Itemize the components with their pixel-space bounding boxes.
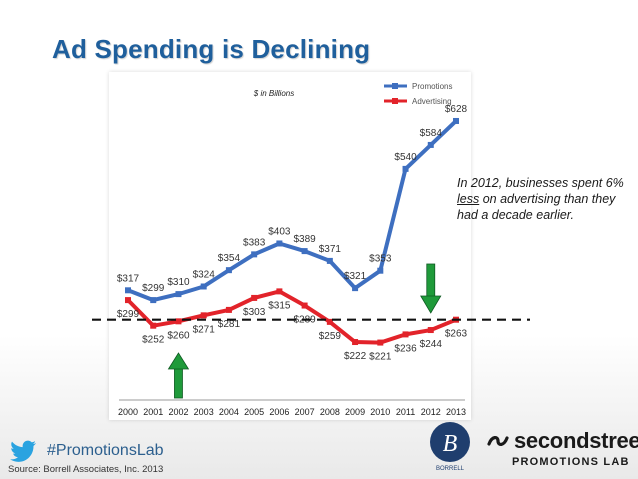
data-point-promotions (200, 283, 207, 290)
data-point-advertising (200, 312, 207, 319)
data-label-promotions: $317 (117, 273, 140, 284)
data-point-promotions (402, 165, 409, 172)
data-label-advertising: $281 (218, 319, 241, 330)
data-point-promotions (150, 297, 157, 304)
data-label-promotions: $389 (293, 234, 316, 245)
data-point-promotions (175, 291, 182, 298)
legend-marker-promotions (392, 83, 398, 89)
x-tick-label: 2013 (446, 407, 466, 417)
data-point-advertising (352, 339, 359, 346)
data-point-advertising (175, 318, 182, 325)
secondstreet-wordmark: secondstreet (514, 428, 638, 454)
x-tick-label: 2003 (194, 407, 214, 417)
series-line-promotions (127, 119, 458, 303)
data-point-advertising (301, 302, 308, 309)
x-tick-label: 2012 (421, 407, 441, 417)
slide-title: Ad Spending is Declining (52, 34, 371, 64)
data-label-promotions: $299 (142, 283, 165, 294)
data-label-advertising: $260 (167, 330, 190, 341)
data-label-promotions: $403 (268, 226, 291, 237)
data-point-promotions (251, 251, 258, 258)
secondstreet-swirl-icon (487, 436, 509, 446)
unit-label: $ in Billions (253, 89, 294, 98)
data-label-advertising: $236 (394, 343, 417, 354)
data-point-advertising (276, 288, 283, 295)
data-point-advertising (225, 306, 232, 313)
x-tick-label: 2008 (320, 407, 340, 417)
data-label-advertising: $271 (193, 324, 216, 335)
x-tick-label: 2009 (345, 407, 365, 417)
data-label-promotions: $324 (193, 269, 216, 280)
data-label-promotions: $383 (243, 237, 266, 248)
borrell-logo: B BORRELL (430, 422, 470, 472)
data-label-advertising: $221 (369, 352, 392, 363)
legend-label-advertising: Advertising (412, 97, 452, 106)
data-label-advertising: $303 (243, 307, 266, 318)
data-label-advertising: $289 (293, 315, 316, 326)
data-point-promotions (352, 285, 359, 292)
data-label-advertising: $252 (142, 335, 165, 346)
data-label-promotions: $354 (218, 253, 241, 264)
callout-text: In 2012, businesses spent 6% less on adv… (457, 175, 632, 223)
brand-tagline: PROMOTIONS LAB (512, 456, 630, 468)
data-point-promotions (225, 267, 232, 274)
x-tick-label: 2007 (295, 407, 315, 417)
source-credit: Source: Borrell Associates, Inc. 2013 (8, 464, 164, 475)
data-label-promotions: $310 (167, 277, 190, 288)
data-label-advertising: $244 (420, 339, 443, 350)
data-label-promotions: $584 (420, 128, 443, 139)
data-point-advertising (150, 322, 157, 329)
data-label-advertising: $263 (445, 329, 468, 340)
data-label-advertising: $315 (268, 300, 291, 311)
data-label-promotions: $628 (445, 104, 468, 115)
data-point-advertising (402, 331, 409, 338)
hashtag: #PromotionsLab (47, 442, 164, 459)
svg-text:B: B (443, 431, 458, 457)
data-point-advertising (326, 318, 333, 325)
data-label-advertising: $222 (344, 351, 367, 362)
x-tick-label: 2000 (118, 407, 138, 417)
data-point-promotions (377, 267, 384, 274)
data-label-advertising: $259 (319, 331, 342, 342)
data-point-advertising (251, 294, 258, 301)
data-point-promotions (276, 240, 283, 247)
data-point-advertising (377, 339, 384, 346)
x-tick-label: 2002 (168, 407, 188, 417)
x-tick-label: 2004 (219, 407, 239, 417)
data-label-promotions: $353 (369, 254, 392, 265)
data-label-promotions: $371 (319, 244, 342, 255)
chart-panel: $ in Billions Promotions Advertising 2000… (109, 72, 471, 420)
callout-post: on advertising than they had a decade ea… (457, 192, 616, 222)
twitter-bird-icon (10, 440, 37, 462)
data-label-promotions: $321 (344, 271, 367, 282)
callout-pre: In 2012, businesses spent 6% (457, 176, 624, 190)
callout-underlined: less (457, 192, 480, 206)
data-point-promotions (453, 117, 459, 124)
brand-word-a: second (514, 428, 590, 453)
x-tick-label: 2001 (143, 407, 163, 417)
data-point-promotions (427, 141, 434, 148)
data-point-promotions (326, 257, 333, 264)
x-tick-label: 2006 (269, 407, 289, 417)
line-chart: $ in Billions Promotions Advertising 2000… (117, 82, 468, 417)
borrell-wordmark: BORRELL (436, 466, 465, 472)
legend: Promotions Advertising (384, 82, 452, 106)
data-point-advertising (453, 316, 459, 323)
data-label-advertising: $299 (117, 309, 140, 320)
x-tick-label: 2011 (396, 407, 415, 417)
x-tick-label: 2010 (370, 407, 390, 417)
x-axis: 2000 2001 2002 2003 2004 2005 2006 2007 2008 2009… (118, 399, 466, 417)
x-tick-label: 2005 (244, 407, 264, 417)
legend-marker-advertising (392, 98, 398, 104)
legend-label-promotions: Promotions (412, 82, 452, 91)
brand-word-b: street (589, 428, 638, 453)
data-point-promotions (301, 248, 308, 255)
data-point-advertising (427, 327, 434, 334)
data-label-promotions: $540 (394, 152, 417, 163)
data-point-promotions (125, 287, 131, 294)
data-point-advertising (125, 297, 131, 304)
